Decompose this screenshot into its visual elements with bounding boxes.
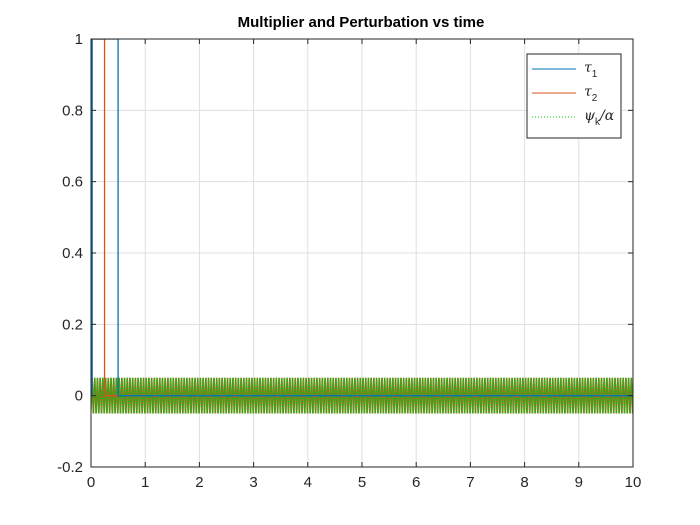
legend-label: τ2 xyxy=(584,84,598,104)
x-tick-label: 4 xyxy=(304,474,312,491)
y-tick-label: 0.8 xyxy=(62,102,83,119)
y-tick-label: 0 xyxy=(75,388,83,405)
y-tick-label: 0.4 xyxy=(62,245,83,262)
series-psi-line xyxy=(91,377,633,414)
legend: τ1 τ2 ψk/α xyxy=(526,53,622,139)
y-tick-label: 1 xyxy=(75,31,83,48)
x-tick-label: 7 xyxy=(466,474,474,491)
y-tick-label: 0.2 xyxy=(62,316,83,333)
x-tick-label: 10 xyxy=(625,474,642,491)
y-tick-label: -0.2 xyxy=(57,459,83,476)
x-tick-label: 0 xyxy=(87,474,95,491)
x-tick-label: 1 xyxy=(141,474,149,491)
y-tick-label: 0.6 xyxy=(62,174,83,191)
legend-box xyxy=(526,53,622,139)
x-tick-label: 9 xyxy=(575,474,583,491)
legend-label: τ1 xyxy=(584,60,598,80)
x-tick-label: 3 xyxy=(249,474,257,491)
x-tick-label: 8 xyxy=(520,474,528,491)
x-tick-label: 6 xyxy=(412,474,420,491)
legend-label: ψk/α xyxy=(584,108,615,128)
chart-title: Multiplier and Perturbation vs time xyxy=(238,14,485,31)
ticks: 0 1 2 3 4 5 6 7 8 9 10-0.200.20.40.60.81 xyxy=(57,31,641,491)
x-tick-label: 5 xyxy=(358,474,366,491)
x-tick-label: 2 xyxy=(195,474,203,491)
